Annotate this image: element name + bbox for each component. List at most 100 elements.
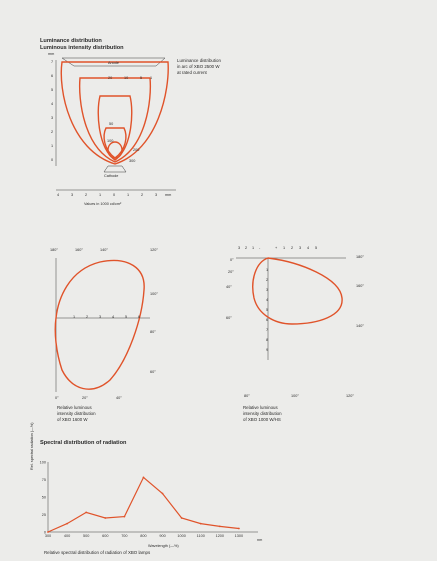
- polar-right-top-tick: 2: [291, 246, 294, 250]
- spectral-point: [199, 522, 202, 525]
- spectral-x-tick: 700: [121, 534, 127, 538]
- luminance-x-tick: 1: [127, 193, 130, 197]
- polar-right-radial-tick: 9: [266, 348, 269, 352]
- luminance-y-tick: 5: [51, 88, 54, 92]
- polar-left-radial-tick: 5: [125, 315, 128, 319]
- spectral-y-tick: 25: [42, 513, 46, 517]
- luminance-y-tick: 0: [51, 158, 54, 162]
- contour-label: 100: [107, 139, 114, 143]
- spectral-x-tick: 600: [102, 534, 108, 538]
- cathode-label: Cathode: [104, 174, 119, 178]
- luminance-y-tick: 1: [51, 144, 54, 148]
- spectral-axes: [47, 462, 258, 533]
- polar-right-angle: 40°: [226, 285, 232, 289]
- polar-right-angle: 160°: [356, 284, 364, 288]
- spectral-y-tick: 75: [42, 478, 46, 482]
- heading-luminance: Luminance distribution: [40, 38, 102, 44]
- polar-left-radial-tick: 1: [73, 315, 76, 319]
- polar-right-radial-tick: 4: [266, 298, 269, 302]
- spectral-point: [85, 511, 88, 514]
- polar-right-top-tick: 2: [245, 246, 248, 250]
- spectral-x-tick: 1300: [235, 534, 243, 538]
- heading-intensity: Luminous intensity distribution: [40, 45, 124, 51]
- polar-right-caption-1: Relative luminous: [243, 405, 278, 410]
- contour-label: 300: [129, 159, 136, 163]
- contour-label: 10: [124, 76, 129, 80]
- luminance-y-tick: 3: [51, 116, 54, 120]
- polar-right-angle: 100°: [291, 394, 299, 398]
- spectral-x-tick: 1000: [177, 534, 185, 538]
- anode-label: Anode: [108, 61, 119, 65]
- polar-left-angle: 120°: [150, 248, 158, 252]
- spectral-point: [238, 527, 240, 530]
- spectral-caption: Relative spectral distribution of radiat…: [44, 550, 151, 555]
- luminance-x-tick: 4: [57, 193, 60, 197]
- contour-label: 50: [109, 122, 114, 126]
- spectral-point: [180, 517, 183, 519]
- luminance-y-tick: 7: [51, 60, 54, 64]
- polar-left-radial-tick: 2: [86, 315, 89, 319]
- spectral-point: [104, 517, 107, 519]
- polar-right-top-tick: 5: [315, 246, 318, 250]
- polar-right-radial-tick: 7: [266, 328, 269, 332]
- polar-left-angle: 60°: [150, 370, 156, 374]
- polar-right-caption-2: intensity distribution: [243, 411, 282, 416]
- polar-left-angle: 40°: [116, 396, 122, 400]
- polar-left-radial-tick: 3: [99, 315, 102, 319]
- polar-left-curve: [54, 259, 145, 390]
- polar-right-top-tick: 4: [307, 246, 310, 250]
- luminance-y-tick: 2: [51, 130, 54, 134]
- polar-right-angle: 20°: [228, 270, 234, 274]
- contour-inner: [97, 95, 133, 161]
- heading-spectral: Spectral distribution of radiation: [40, 440, 127, 446]
- polar-left-caption-1: Relative luminous: [57, 405, 92, 410]
- luminance-x-unit: mm: [165, 193, 172, 197]
- polar-right-angle: 0°: [230, 258, 234, 262]
- luminance-caption-3: at rated current: [177, 70, 207, 75]
- luminance-x-tick: 2: [85, 193, 88, 197]
- luminance-y-tick: 4: [51, 102, 54, 106]
- spectral-x-tick: 1200: [216, 534, 224, 538]
- polar-right-top-tick: -: [259, 246, 261, 250]
- contour-label: 20: [108, 76, 113, 80]
- spectral-y-tick: 100: [40, 460, 46, 464]
- polar-right-angle: 120°: [346, 394, 354, 398]
- spectral-point: [142, 476, 145, 479]
- contour-label: 1: [150, 76, 153, 80]
- contour-label: 200: [133, 148, 140, 152]
- luminance-x-tick: 1: [99, 193, 102, 197]
- anode-shape: [61, 57, 166, 67]
- spectral-point: [123, 515, 126, 518]
- polar-right-radial-tick: 8: [266, 338, 269, 342]
- spectral-y-ticks: 0 25 50 75 100: [40, 460, 46, 534]
- polar-right-angle: 180°: [356, 255, 364, 259]
- spectral-y-tick: 50: [42, 495, 46, 499]
- luminance-x-tick: 3: [155, 193, 158, 197]
- spectral-x-unit: nm: [257, 538, 263, 542]
- spectral-point: [161, 492, 164, 495]
- polar-right-top-tick: 3: [299, 246, 302, 250]
- luminance-caption-2: in arc of XBO 2500 W: [177, 64, 220, 69]
- luminance-x-tick: 2: [141, 193, 144, 197]
- spectral-x-tick: 400: [64, 534, 70, 538]
- contour-label: 5: [140, 76, 143, 80]
- polar-left-angle: 20°: [82, 396, 88, 400]
- spectral-point: [218, 525, 221, 528]
- polar-left-angle: 100°: [150, 292, 158, 296]
- polar-left-angle: 80°: [150, 330, 156, 334]
- spectral-y-tick: 0: [44, 530, 46, 534]
- spectral-point: [47, 531, 49, 533]
- polar-right-angle: 140°: [356, 324, 364, 328]
- cathode-shape: [103, 165, 127, 173]
- polar-left-caption-3: of XBO 1600 W: [57, 417, 88, 422]
- polar-right-radial-tick: 2: [266, 278, 269, 282]
- contour-outer: [60, 61, 169, 165]
- polar-right-top-tick: 1: [283, 246, 286, 250]
- luminance-y-tick: 6: [51, 74, 54, 78]
- spectral-x-tick: 500: [83, 534, 89, 538]
- polar-right-angle: 60°: [226, 316, 232, 320]
- luminance-x-tick: 3: [71, 193, 74, 197]
